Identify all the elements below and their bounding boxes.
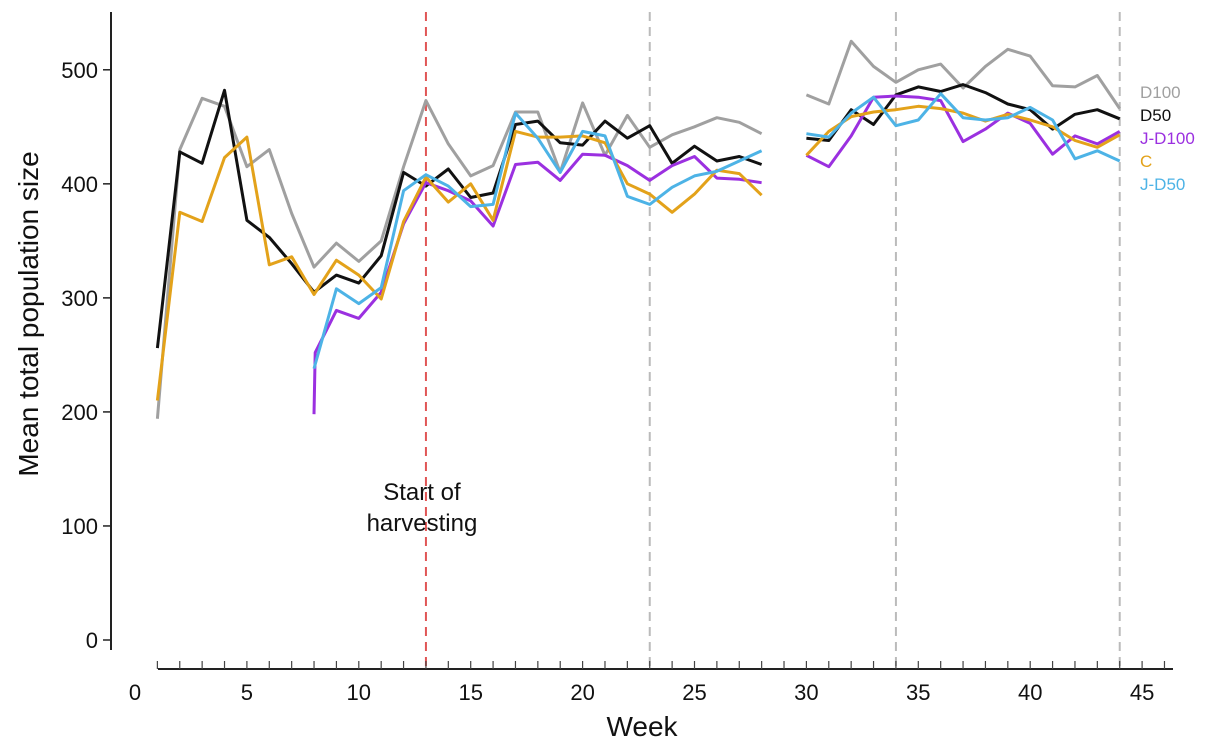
legend-label-c: C: [1140, 152, 1152, 171]
legend: D100 D50 J-D100 C J-D50: [1140, 83, 1195, 194]
legend-label-j-d50: J-D50: [1140, 175, 1185, 194]
legend-label-j-d100: J-D100: [1140, 129, 1195, 148]
series-line-j-d50: [312, 111, 763, 370]
y-tick-label: 0: [86, 628, 98, 653]
x-tick-label: 25: [682, 680, 706, 705]
x-axis-title: Week: [606, 711, 678, 740]
x-tick-label: 10: [347, 680, 371, 705]
series-line-c: [805, 104, 1121, 157]
x-tick-label: 35: [906, 680, 930, 705]
x-tick-label: 20: [570, 680, 594, 705]
y-tick-label: 500: [61, 58, 98, 83]
y-tick-label: 100: [61, 514, 98, 539]
x-tick-label: 45: [1130, 680, 1154, 705]
series-line-d100: [155, 96, 763, 419]
start-of-harvesting-annotation: Start of harvesting: [367, 479, 478, 537]
series-line-j-d100: [312, 152, 762, 415]
x-tick-label: 40: [1018, 680, 1042, 705]
y-axis-title: Mean total population size: [13, 151, 44, 476]
x-tick-label: 15: [458, 680, 482, 705]
series-line-j-d50: [806, 92, 1121, 163]
x-tick-label: 30: [794, 680, 818, 705]
x-axis-ticks: 0 5 10 15 20 25 30 35 40 45: [129, 661, 1166, 705]
series-line-d100: [805, 39, 1121, 110]
series-line-j-d100: [805, 94, 1121, 169]
y-axis-ticks: 0 100 200 300 400 500: [61, 58, 111, 653]
series-line-c: [155, 129, 763, 401]
series-line-d50: [155, 88, 763, 349]
y-tick-label: 300: [61, 286, 98, 311]
legend-label-d50: D50: [1140, 106, 1171, 125]
series-lines: [155, 39, 1121, 419]
x-tick-label: 5: [241, 680, 253, 705]
y-tick-label: 200: [61, 400, 98, 425]
y-tick-label: 400: [61, 172, 98, 197]
x-tick-label: 0: [129, 680, 141, 705]
reference-lines: [424, 12, 1121, 669]
legend-label-d100: D100: [1140, 83, 1181, 102]
